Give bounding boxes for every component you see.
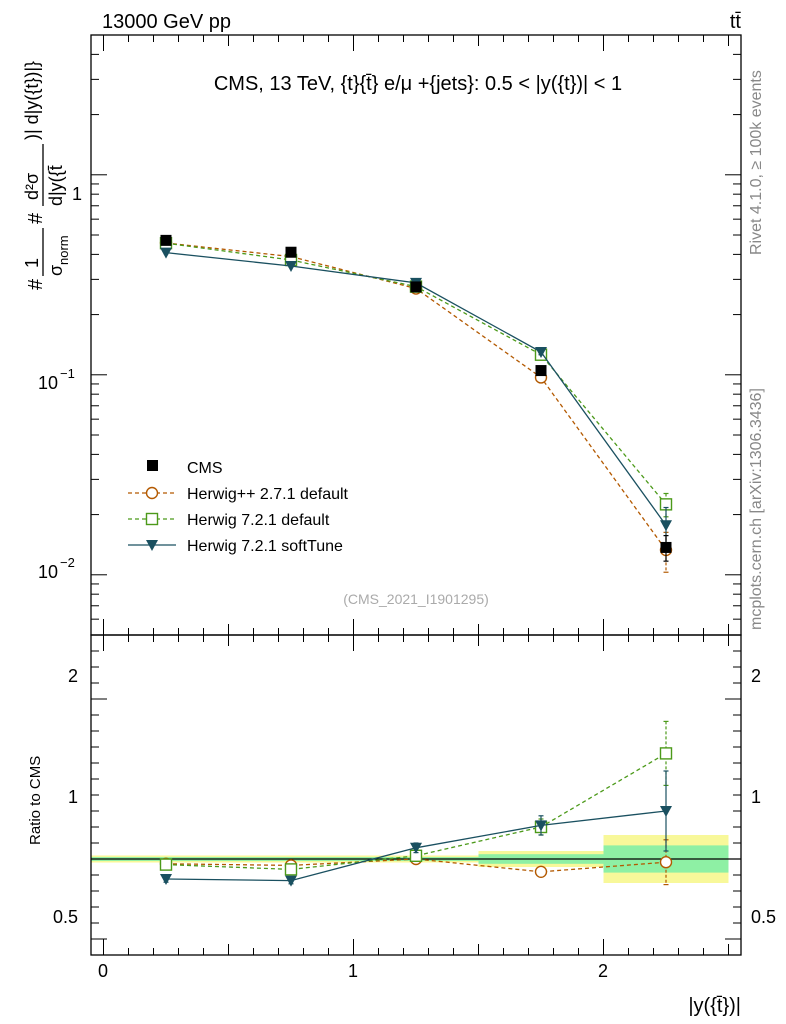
point-softtune: [160, 247, 172, 259]
y-axis-label: # 1 σ norm # d²σ d|y({t̄ )| d|y({t})|}: [22, 61, 71, 290]
legend-marker-cms: [147, 460, 158, 471]
ratio-y-tick-2-right: 2: [751, 666, 761, 686]
y-label-one: 1: [22, 258, 42, 268]
ratio-y-tick-2-left: 2: [68, 666, 78, 686]
ratio-y-tick-1-left: 1: [68, 787, 78, 807]
ratio-y-tick-1-right: 1: [751, 787, 761, 807]
ratio-line-herwig721: [165, 752, 667, 871]
ratio-series-softtune: [160, 770, 672, 887]
y-tick-label-10m2-exp: −2: [60, 555, 75, 570]
main-title: CMS, 13 TeV, {t}{t̄} e/μ +{jets}: 0.5 < …: [214, 73, 622, 95]
point-cms: [410, 281, 422, 293]
y-label-hash2: #: [25, 212, 47, 224]
ratio-point-herwig721: [159, 858, 173, 871]
legend: CMS Herwig++ 2.7.1 default Herwig 7.2.1 …: [128, 460, 349, 555]
y-label-denominator: d|y({t̄: [46, 165, 66, 206]
x-axis-label: |y({t̄})|: [688, 995, 741, 1017]
ratio-point-softtune: [410, 842, 422, 854]
point-softtune: [535, 347, 547, 359]
ratio-y-tick-05-left: 0.5: [53, 907, 78, 927]
y-label-tail: )| d|y({t})|}: [22, 61, 42, 140]
ratio-point-softtune: [285, 875, 297, 887]
ratio-y-tick-05-right: 0.5: [751, 907, 776, 927]
ratio-frame: [90, 634, 742, 956]
point-cms: [660, 541, 672, 553]
y-label-dsigma: d²σ: [22, 173, 42, 200]
x-tick-label-1: 1: [348, 961, 358, 981]
legend-label-cms: CMS: [187, 460, 223, 477]
legend-marker-herwigpp: [145, 486, 159, 500]
point-softtune: [660, 520, 672, 532]
y-label-sigma: σ: [46, 265, 66, 276]
legend-marker-softtune: [146, 540, 158, 551]
point-cms: [285, 246, 297, 258]
ratio-panel: 2 1 0.5 2 1 0.5 Ratio to CMS 0 1 2 |y({t…: [27, 634, 776, 1017]
y-tick-label-10m2-base: 10: [38, 562, 58, 582]
y-tick-label-10m1-base: 10: [38, 373, 58, 393]
ratio-y-axis-label: Ratio to CMS: [27, 756, 44, 845]
y-tick-label-10m1-exp: −1: [60, 366, 75, 381]
y-label-norm: norm: [56, 235, 71, 265]
ratio-point-herwigpp: [659, 856, 673, 869]
y-label-hash1: #: [25, 278, 47, 290]
legend-label-herwigpp: Herwig++ 2.7.1 default: [187, 486, 349, 503]
point-softtune: [285, 260, 297, 272]
y-tick-label-1: 1: [72, 184, 82, 204]
side-label-mcplots: mcplots.cern.ch [arXiv:1306.3436]: [748, 388, 765, 630]
x-tick-label-0: 0: [98, 961, 108, 981]
point-cms: [535, 365, 547, 377]
ratio-point-softtune: [660, 806, 672, 817]
ratio-point-softtune: [160, 874, 172, 885]
legend-label-herwig721: Herwig 7.2.1 default: [187, 512, 330, 529]
energy-label: 13000 GeV pp: [102, 11, 231, 33]
legend-marker-herwig721: [145, 512, 159, 526]
ratio-point-herwig721: [284, 863, 298, 876]
main-panel: CMS, 13 TeV, {t}{t̄} e/μ +{jets}: 0.5 < …: [22, 34, 742, 636]
point-cms: [160, 234, 172, 246]
ratio-point-herwig721: [659, 747, 673, 760]
side-label-rivet: Rivet 4.1.0, ≥ 100k events: [748, 70, 765, 255]
legend-label-softtune: Herwig 7.2.1 softTune: [187, 538, 343, 555]
series-cms: [160, 234, 672, 562]
x-tick-label-2: 2: [598, 961, 608, 981]
process-label: tt̄: [730, 11, 742, 33]
ratio-point-herwigpp: [534, 865, 548, 878]
watermark: (CMS_2021_I1901295): [343, 591, 489, 607]
ratio-point-softtune: [535, 820, 547, 832]
